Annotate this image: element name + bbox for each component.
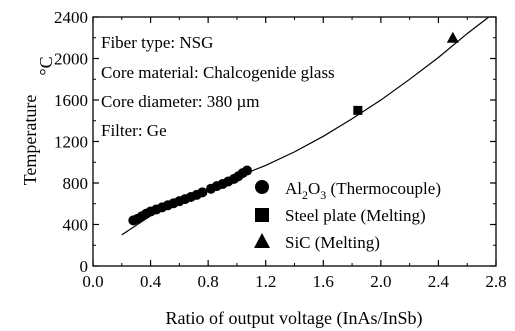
y-tick-label: 2000 <box>54 50 88 69</box>
annotation-core-diameter: Core diameter: 380 µm <box>101 92 260 111</box>
ticks-layer: 0.0 0.4 0.8 1.2 1.6 2.0 2.4 2.8 0 400 800 1200 1600 2… <box>54 8 507 291</box>
x-tick-label: 2.4 <box>428 272 450 291</box>
x-tick-label: 1.6 <box>313 272 334 291</box>
legend-label-al2o3: Al2O3 (Thermocouple) <box>285 179 441 202</box>
legend-label-steel: Steel plate (Melting) <box>285 206 426 225</box>
sic-data-point <box>446 31 459 43</box>
legend-triangle-marker <box>254 233 270 248</box>
plot-frame <box>92 16 497 267</box>
y-axis-title: Temperature <box>20 95 40 186</box>
data-points-layer <box>128 31 459 226</box>
legend-label-sic: SiC (Melting) <box>285 233 380 252</box>
y-tick-label: 1600 <box>54 91 88 110</box>
x-axis-title: Ratio of output voltage (InAs/InSb) <box>166 308 423 329</box>
legend-circle-marker <box>255 180 269 194</box>
annotation-fiber-type: Fiber type: NSG <box>101 33 213 52</box>
x-tick-label: 0.8 <box>198 272 219 291</box>
x-tick-label: 1.2 <box>255 272 276 291</box>
y-tick-label: 2400 <box>54 8 88 27</box>
x-tick-label: 2.8 <box>485 272 506 291</box>
y-axis-unit: °C <box>36 56 56 75</box>
y-tick-label: 1200 <box>54 133 88 152</box>
y-tick-label: 400 <box>63 216 89 235</box>
y-tick-label: 800 <box>63 174 89 193</box>
al2o3-data-point <box>242 165 253 176</box>
al2o3-data-point <box>197 187 208 198</box>
legend: Al2O3 (Thermocouple) Steel plate (Meltin… <box>254 179 441 252</box>
annotation-core-material: Core material: Chalcogenide glass <box>101 63 335 82</box>
x-tick-label: 0.4 <box>140 272 162 291</box>
x-tick-label: 2.0 <box>370 272 391 291</box>
x-tick-label: 0.0 <box>82 272 103 291</box>
y-tick-label: 0 <box>80 257 89 276</box>
legend-square-marker <box>255 208 269 222</box>
steel-plate-data-point <box>353 105 363 115</box>
annotation-filter: Filter: Ge <box>101 121 167 140</box>
